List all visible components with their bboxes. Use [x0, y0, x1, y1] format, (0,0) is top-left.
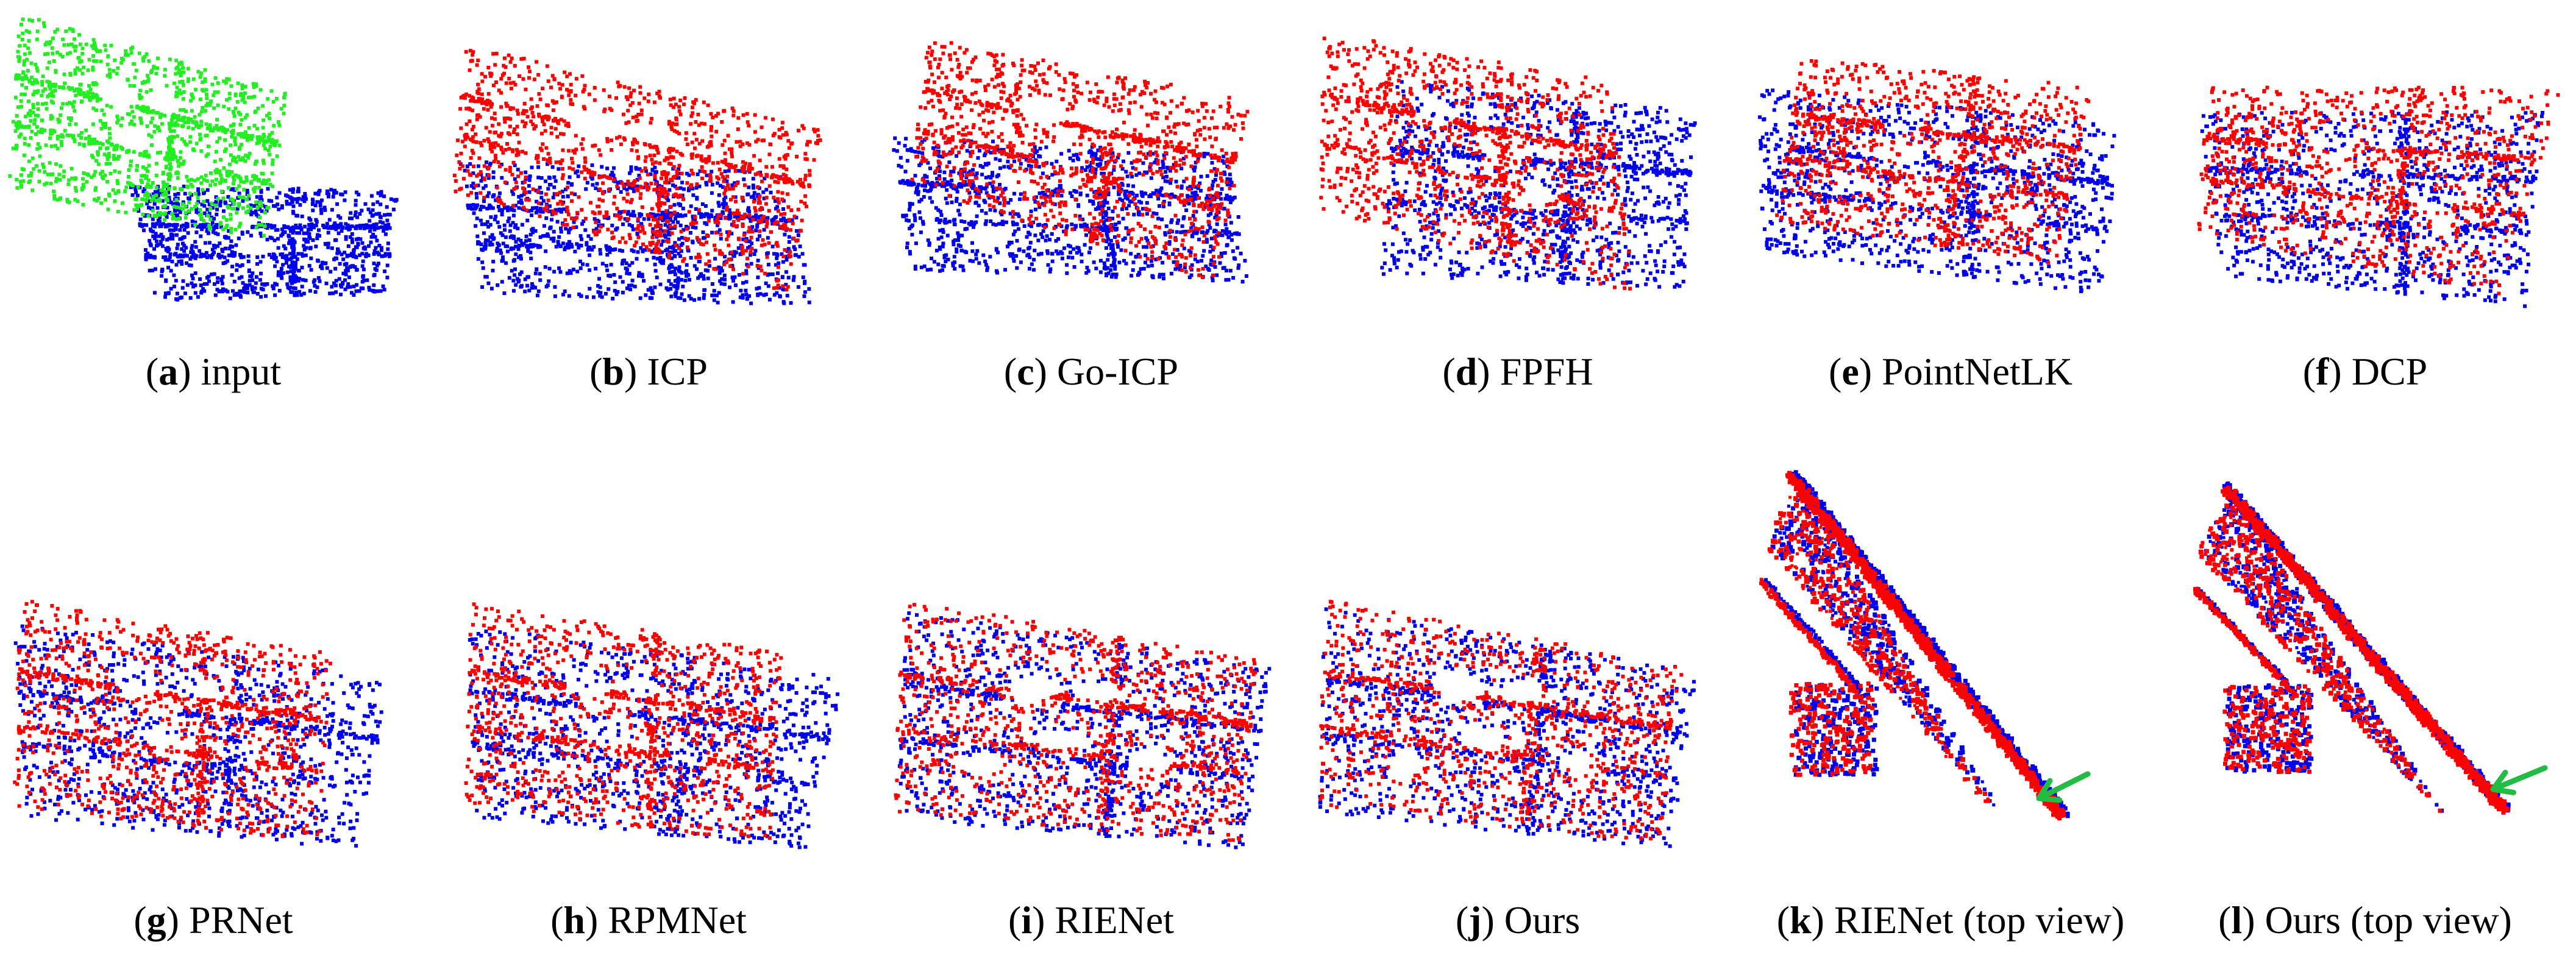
caption-k: (k) RIENet (top view) [1776, 898, 2125, 942]
caption-a: (a) input [145, 350, 282, 393]
target-point-cloud [458, 160, 811, 305]
target-point-cloud [1318, 607, 1696, 848]
point-cloud-panel-a [8, 17, 399, 302]
point-cloud-panel-j [1318, 600, 1696, 848]
source-point-cloud [452, 49, 822, 292]
caption-g: (g) PRNet [133, 898, 293, 942]
point-cloud-panel-l [2193, 481, 2548, 815]
source-point-cloud [464, 602, 783, 840]
point-cloud-panel-i [894, 603, 1272, 850]
caption-e: (e) PointNetLK [1829, 350, 2073, 393]
target-point-cloud [129, 184, 399, 302]
point-cloud-panel-k [1759, 470, 2091, 821]
source-point-cloud [1318, 600, 1684, 840]
target-point-cloud [897, 611, 1272, 850]
source-point-cloud [1775, 59, 2090, 264]
point-cloud-panel-h [464, 602, 839, 850]
source-point-cloud [8, 17, 287, 238]
source-point-cloud [2197, 85, 2560, 296]
source-point-cloud [13, 600, 332, 839]
caption-j: (j) Ours [1455, 898, 1581, 942]
caption-h: (h) RPMNet [550, 898, 747, 942]
caption-f: (f) DCP [2302, 350, 2428, 393]
caption-c: (c) Go-ICP [1003, 350, 1179, 393]
green-arrow-icon [2036, 771, 2091, 803]
point-cloud-panel-f [2197, 85, 2560, 308]
point-cloud-panel-b [452, 49, 822, 305]
caption-b: (b) ICP [589, 350, 708, 393]
caption-l: (l) Ours (top view) [2218, 898, 2512, 942]
source-point-cloud [1759, 470, 2066, 821]
caption-i: (i) RIENet [1008, 898, 1174, 942]
source-point-cloud [894, 603, 1258, 842]
target-point-cloud [892, 136, 1248, 284]
green-arrow-icon [2490, 765, 2548, 795]
point-cloud-panel-e [1758, 59, 2116, 293]
target-point-cloud [2200, 110, 2545, 308]
target-point-cloud [1380, 80, 1697, 289]
point-cloud-panel-d [1319, 37, 1697, 291]
source-point-cloud [2193, 485, 2510, 815]
point-cloud-panel-g [13, 600, 383, 848]
source-point-cloud [1319, 37, 1632, 291]
caption-d: (d) FPFH [1442, 350, 1593, 393]
point-cloud-panel-c [892, 41, 1250, 284]
target-point-cloud [13, 624, 383, 848]
source-point-cloud [910, 41, 1250, 279]
